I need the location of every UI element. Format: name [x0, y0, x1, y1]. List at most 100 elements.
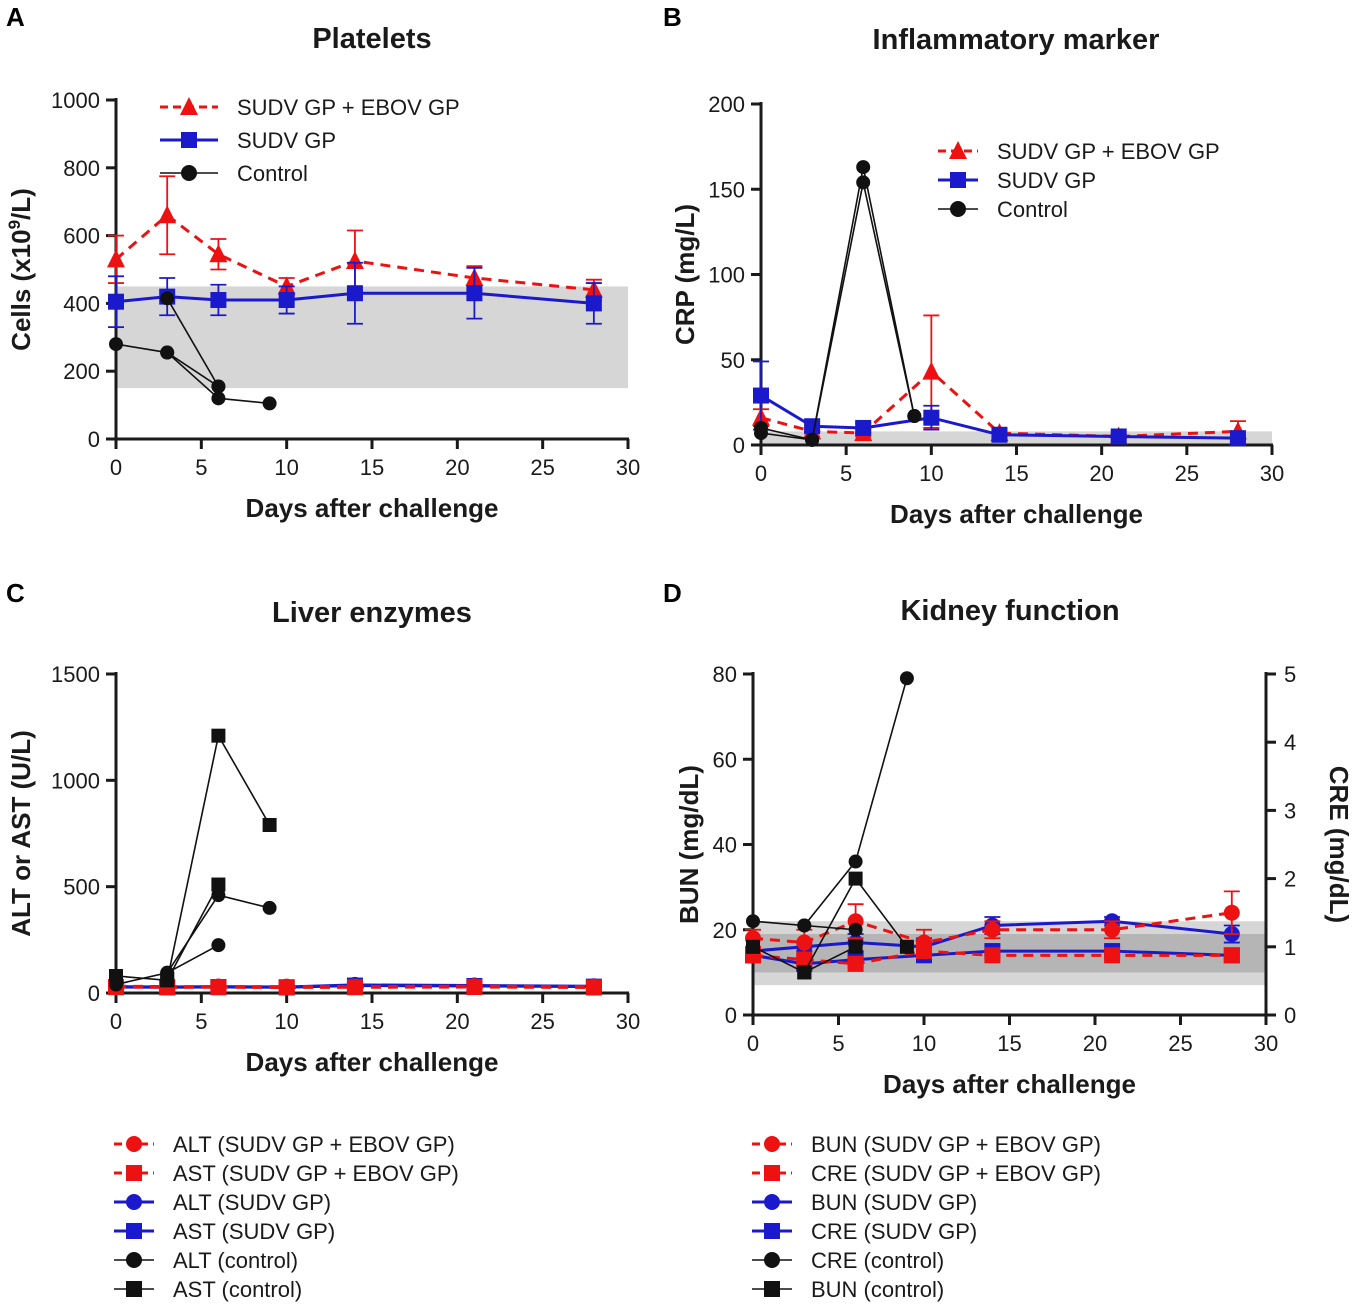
series-line [166, 884, 220, 981]
data-point [848, 939, 863, 954]
data-point [209, 244, 228, 263]
y-axis-title: Cells (x109/L) [5, 188, 36, 351]
legend: SUDV GP + EBOV GP SUDV GP Control [160, 95, 460, 186]
y-axis-title-part: /L) [6, 188, 36, 220]
series-line [115, 733, 271, 982]
y-axis-title-part: BUN (mg/dL) [674, 765, 704, 924]
data-point [108, 293, 124, 310]
y-tick-label: 400 [63, 291, 100, 316]
data-point [109, 968, 123, 983]
y-tick-label: 200 [63, 359, 100, 384]
series-line [760, 182, 916, 441]
series-line [752, 877, 908, 974]
legend-marker [126, 1194, 142, 1210]
series-ast_ctrl [109, 728, 277, 988]
y-tick-label: 100 [708, 263, 745, 288]
data-point [210, 292, 227, 309]
axes [106, 672, 630, 1003]
legend-marker [764, 1165, 780, 1181]
data-point [899, 671, 914, 686]
chart-title: Kidney function [900, 595, 1119, 627]
data-point [804, 418, 821, 435]
chart-title: Liver enzymes [272, 597, 472, 629]
series-cre_ctrl2 [797, 918, 863, 937]
legend-label: SUDV GP [237, 128, 336, 153]
legend-label: CRE (SUDV GP) [811, 1219, 977, 1244]
x-tick-label: 10 [274, 455, 298, 480]
legend-label: AST (SUDV GP + EBOV GP) [173, 1161, 459, 1186]
x-tick-label: 10 [912, 1031, 936, 1056]
data-point [923, 409, 940, 426]
legend-label: Control [237, 161, 308, 186]
data-point [211, 728, 226, 743]
series-cre_red [745, 943, 1240, 972]
legend-marker [126, 1281, 142, 1297]
x-tick-label: 30 [1254, 1031, 1278, 1056]
y-tick-label: 800 [63, 156, 100, 181]
x-tick-label: 30 [616, 1009, 640, 1034]
legend-label: BUN (SUDV GP) [811, 1190, 977, 1215]
legend-label: BUN (SUDV GP + EBOV GP) [811, 1132, 1101, 1157]
legend-label: ALT (SUDV GP) [173, 1190, 331, 1215]
data-point [211, 877, 226, 892]
data-point [211, 391, 226, 406]
chart-title: Inflammatory marker [873, 24, 1160, 56]
legend-marker [126, 1136, 142, 1152]
y-tick-label: 0 [88, 427, 100, 452]
y-tick-label: 80 [713, 662, 737, 687]
legend-marker [180, 97, 198, 115]
legend-label: ALT (control) [173, 1248, 298, 1273]
y-tick-label: 1000 [51, 88, 100, 113]
x-tick-label: 0 [755, 461, 767, 486]
data-point [1223, 947, 1240, 964]
x-tick-label: 25 [530, 1009, 554, 1034]
x-tick-label: 0 [110, 1009, 122, 1034]
y2-axis-title: CRE (mg/dL) [1324, 766, 1354, 923]
data-point [848, 922, 863, 937]
x-tick-label: 25 [530, 455, 554, 480]
y-tick-label: 0 [725, 1003, 737, 1028]
axes [743, 672, 1276, 1025]
y-tick-label: 50 [721, 348, 745, 373]
data-point [984, 947, 1001, 964]
data-point [262, 900, 277, 915]
data-point [1104, 921, 1121, 938]
panel-label: C [6, 578, 25, 608]
data-point [797, 918, 812, 933]
y-axis-title-part: CRP (mg/L) [670, 204, 700, 345]
data-point [848, 871, 863, 886]
legend: ALT (SUDV GP + EBOV GP) AST (SUDV GP + EB… [114, 1132, 459, 1302]
data-point [754, 426, 768, 441]
data-point [796, 934, 813, 951]
data-point [210, 979, 227, 996]
data-point [847, 955, 864, 972]
data-point [160, 973, 175, 988]
y2-tick-label: 3 [1284, 798, 1296, 823]
series-line [166, 351, 219, 388]
legend-marker [126, 1223, 142, 1239]
y-axis-title: CRP (mg/L) [670, 204, 700, 345]
legend-label: SUDV GP + EBOV GP [237, 95, 460, 120]
x-tick-label: 10 [274, 1009, 298, 1034]
x-tick-label: 5 [195, 455, 207, 480]
data-point [916, 943, 932, 960]
series-control2 [754, 160, 922, 447]
data-point [1110, 428, 1127, 445]
y-tick-label: 1000 [51, 768, 100, 793]
series-ast_ctrl2 [160, 877, 226, 988]
y-tick-label: 150 [708, 177, 745, 202]
data-point [805, 432, 820, 447]
data-point [345, 251, 364, 270]
x-tick-label: 0 [110, 455, 122, 480]
x-tick-label: 5 [195, 1009, 207, 1034]
y-tick-label: 600 [63, 224, 100, 249]
legend-label: ALT (SUDV GP + EBOV GP) [173, 1132, 455, 1157]
legend-marker [764, 1252, 780, 1268]
data-point [856, 160, 871, 175]
x-tick-label: 15 [360, 1009, 384, 1034]
legend-label: Control [997, 197, 1068, 222]
chart-title: Platelets [312, 23, 431, 55]
series-line [803, 946, 856, 974]
series-line [760, 166, 916, 441]
